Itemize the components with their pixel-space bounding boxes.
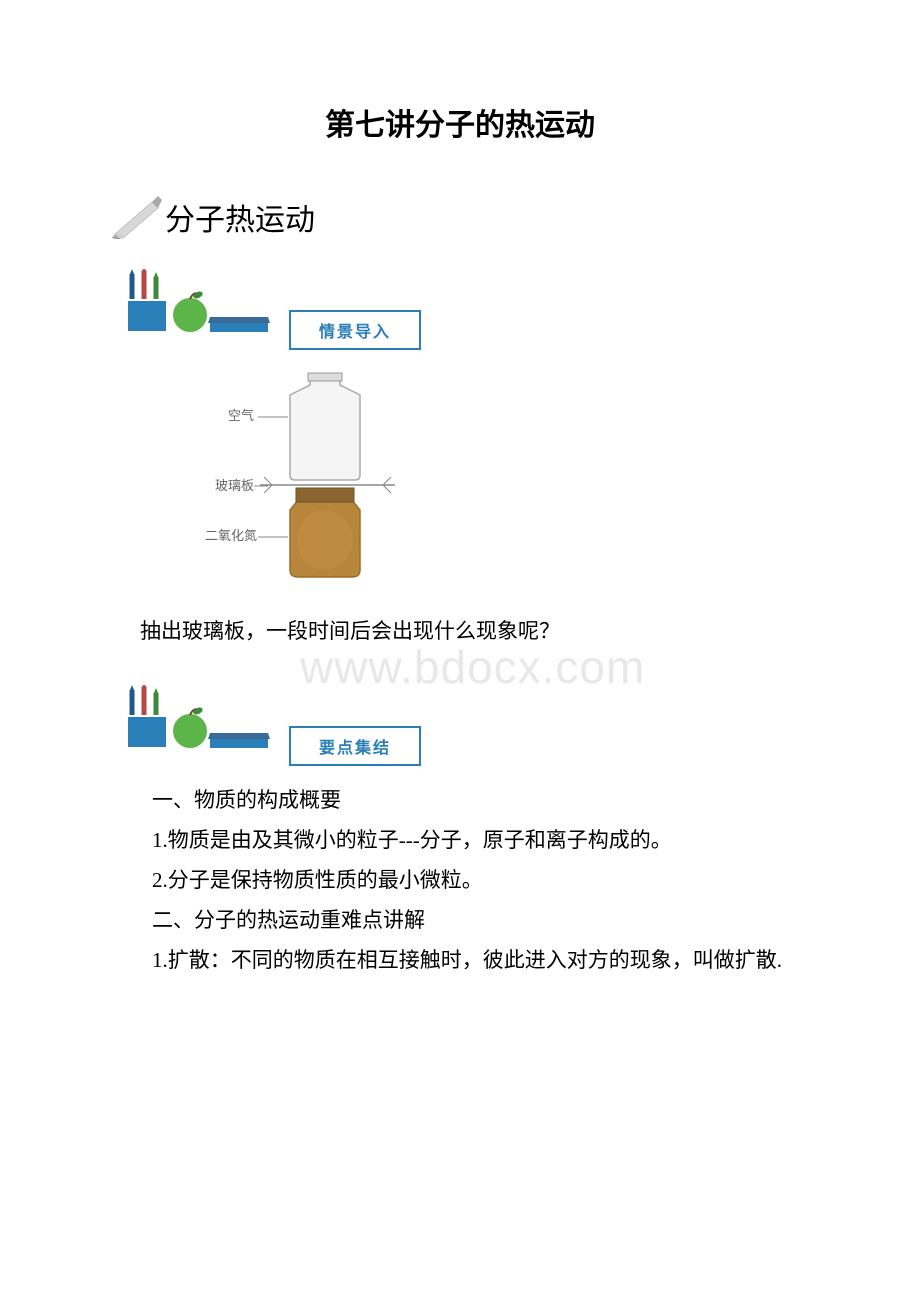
pencil-apple-icon-2 <box>120 685 285 753</box>
badge-label-intro: 情景导入 <box>289 310 421 350</box>
pen-icon <box>110 194 165 239</box>
heading-2: 二、分子的热运动重难点讲解 <box>110 901 810 941</box>
point-1-2: 2.分子是保持物质性质的最小微粒。 <box>110 861 810 901</box>
label-air: 空气 <box>228 408 254 423</box>
pencil-apple-icon <box>120 269 285 337</box>
label-no2: 二氧化氮 <box>205 528 257 543</box>
page-title: 第七讲分子的热运动 <box>110 100 810 144</box>
point-2-1: 1.扩散：不同的物质在相互接触时，彼此进入对方的现象，叫做扩散. <box>110 941 810 981</box>
question-text: 抽出玻璃板，一段时间后会出现什么现象呢？ <box>140 615 810 645</box>
experiment-diagram: 空气 玻璃板 二氧化氮 <box>180 365 810 590</box>
heading-1: 一、物质的构成概要 <box>110 781 810 821</box>
badge-key-points: 要点集结 <box>120 685 810 766</box>
body-content: 一、物质的构成概要 1.物质是由及其微小的粒子---分子，原子和离子构成的。 2… <box>110 781 810 980</box>
badge-label-keypoints: 要点集结 <box>289 726 421 766</box>
badge-scene-intro: 情景导入 <box>120 269 810 350</box>
point-1-1: 1.物质是由及其微小的粒子---分子，原子和离子构成的。 <box>110 821 810 861</box>
section-title: 分子热运动 <box>165 195 315 239</box>
section-header: 分子热运动 <box>110 194 810 239</box>
label-glass: 玻璃板 <box>215 478 254 493</box>
